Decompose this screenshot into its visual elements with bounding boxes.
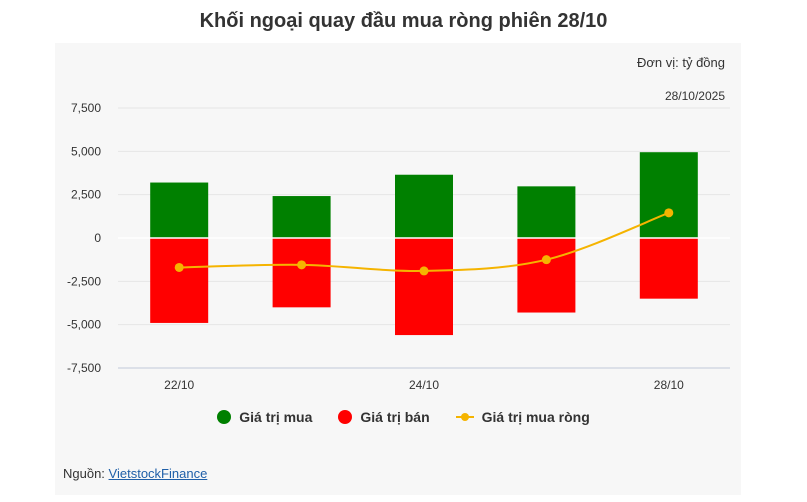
net-point <box>419 266 429 276</box>
bar-buy <box>517 186 576 238</box>
legend-sell-marker <box>338 410 353 424</box>
source-line: Nguồn: VietstockFinance <box>63 466 207 481</box>
bar-buy <box>272 196 331 238</box>
legend-item-net[interactable]: Giá trị mua ròng <box>455 409 590 425</box>
legend-sell-label: Giá trị bán <box>360 409 430 425</box>
source-link[interactable]: VietstockFinance <box>108 466 208 481</box>
legend-net-label: Giá trị mua ròng <box>481 409 590 425</box>
legend-buy-marker <box>217 410 232 424</box>
legend-item-buy[interactable]: Giá trị mua <box>217 409 312 425</box>
legend-buy-label: Giá trị mua <box>239 409 313 425</box>
chart-title: Khối ngoại quay đầu mua ròng phiên 28/10 <box>199 10 608 32</box>
legend: Giá trị mua Giá trị bán Giá trị mua ròng <box>0 409 807 425</box>
bar-buy <box>150 182 209 238</box>
bar-sell <box>395 238 453 336</box>
bar-sell <box>272 238 331 308</box>
y-tick-label: 2,500 <box>71 188 101 202</box>
y-tick-label: -2,500 <box>67 274 101 288</box>
net-point <box>174 262 184 272</box>
x-tick-label: 22/10 <box>164 378 194 392</box>
legend-net-marker <box>455 410 474 424</box>
source-prefix: Nguồn: <box>63 466 109 481</box>
unit-label: Đơn vị: tỷ đồng <box>636 55 725 70</box>
date-label: 28/10/2025 <box>664 89 725 103</box>
bar-buy <box>639 152 698 238</box>
x-tick-label: 28/10 <box>654 378 684 392</box>
legend-item-sell[interactable]: Giá trị bán <box>338 409 430 425</box>
bar-sell <box>150 238 209 323</box>
y-tick-label: 7,500 <box>71 101 101 115</box>
net-point <box>297 260 307 270</box>
bar-buy <box>395 174 453 238</box>
y-tick-label: -5,000 <box>67 318 101 332</box>
bar-sell <box>639 238 698 299</box>
y-tick-label: 5,000 <box>71 144 101 158</box>
bar-sell <box>517 238 576 313</box>
y-tick-label: -7,500 <box>67 361 101 375</box>
x-tick-label: 24/10 <box>409 378 439 392</box>
net-point <box>664 208 674 218</box>
net-point <box>541 255 551 265</box>
y-tick-label: 0 <box>94 231 101 245</box>
